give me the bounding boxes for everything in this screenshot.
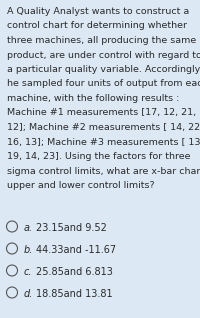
Text: 19, 14, 23]. Using the factors for three: 19, 14, 23]. Using the factors for three	[7, 152, 190, 161]
Text: 16, 13]; Machine #3 measurements [ 13,: 16, 13]; Machine #3 measurements [ 13,	[7, 137, 200, 147]
Text: b.: b.	[24, 245, 33, 255]
Text: machine, with the following results :: machine, with the following results :	[7, 94, 179, 103]
Text: 12]; Machine #2 measurements [ 14, 22,: 12]; Machine #2 measurements [ 14, 22,	[7, 123, 200, 132]
Text: d.: d.	[24, 289, 33, 299]
Text: c.: c.	[24, 267, 32, 277]
Text: upper and lower control limits?: upper and lower control limits?	[7, 181, 155, 190]
Text: A Quality Analyst wants to construct a: A Quality Analyst wants to construct a	[7, 7, 189, 16]
Text: a particular quality variable. Accordingly,: a particular quality variable. According…	[7, 65, 200, 74]
Text: 44.33and -11.67: 44.33and -11.67	[36, 245, 116, 255]
Text: three machines, all producing the same: three machines, all producing the same	[7, 36, 196, 45]
Text: he sampled four units of output from each: he sampled four units of output from eac…	[7, 80, 200, 88]
Text: sigma control limits, what are x-bar chart: sigma control limits, what are x-bar cha…	[7, 167, 200, 176]
Text: a.: a.	[24, 223, 33, 233]
Text: 23.15and 9.52: 23.15and 9.52	[36, 223, 107, 233]
Text: control chart for determining whether: control chart for determining whether	[7, 22, 187, 31]
Text: Machine #1 measurements [17, 12, 21,: Machine #1 measurements [17, 12, 21,	[7, 108, 196, 117]
Text: product, are under control with regard to: product, are under control with regard t…	[7, 51, 200, 59]
Text: 18.85and 13.81: 18.85and 13.81	[36, 289, 113, 299]
Text: 25.85and 6.813: 25.85and 6.813	[36, 267, 113, 277]
